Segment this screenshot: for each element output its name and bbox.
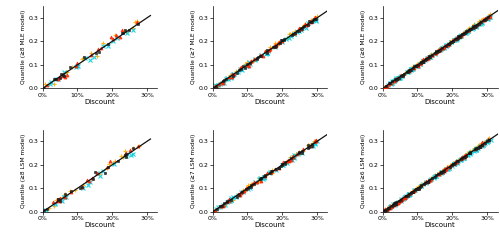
Y-axis label: Quantile (≥7 LSM model): Quantile (≥7 LSM model) xyxy=(192,134,196,208)
X-axis label: Discount: Discount xyxy=(84,99,116,105)
Y-axis label: Quantile (≥6 LSM model): Quantile (≥6 LSM model) xyxy=(362,134,366,208)
X-axis label: Discount: Discount xyxy=(424,99,456,105)
Y-axis label: Quantile (≥7 MLE model): Quantile (≥7 MLE model) xyxy=(192,10,196,85)
Y-axis label: Quantile (≥8 LSM model): Quantile (≥8 LSM model) xyxy=(22,134,26,208)
X-axis label: Discount: Discount xyxy=(84,222,116,229)
Y-axis label: Quantile (≥6 MLE model): Quantile (≥6 MLE model) xyxy=(362,10,366,85)
X-axis label: Discount: Discount xyxy=(424,222,456,229)
X-axis label: Discount: Discount xyxy=(254,99,286,105)
Y-axis label: Quantile (≥8 MLE model): Quantile (≥8 MLE model) xyxy=(22,10,26,85)
X-axis label: Discount: Discount xyxy=(254,222,286,229)
